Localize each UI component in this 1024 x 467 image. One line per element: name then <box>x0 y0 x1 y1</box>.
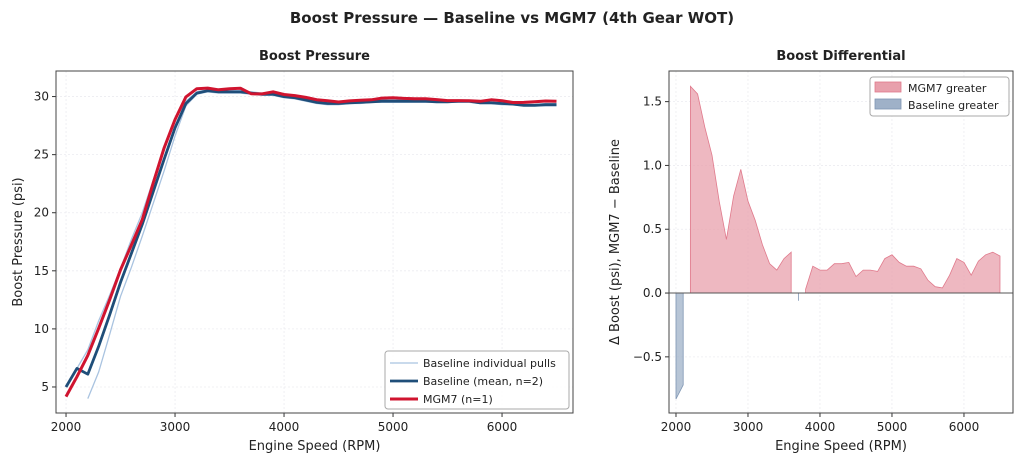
y-tick-label: 30 <box>34 90 49 104</box>
mgm7-greater-area <box>805 251 1001 294</box>
x-tick-label: 3000 <box>160 420 191 434</box>
plot-frame <box>55 70 574 414</box>
legend-box <box>869 76 1010 117</box>
y-tick-label: 0.0 <box>643 286 662 300</box>
baseline-greater-area <box>675 292 684 400</box>
y-axis-label: Boost Pressure (psi) <box>11 177 26 306</box>
legend-box <box>384 350 570 410</box>
y-tick-label: 1.0 <box>643 158 662 172</box>
legend-swatch <box>874 98 902 110</box>
chart-title: Boost Differential <box>776 49 905 64</box>
x-tick-label: 3000 <box>733 420 764 434</box>
x-axis-label: Engine Speed (RPM) <box>249 439 381 454</box>
x-tick-label: 6000 <box>949 420 980 434</box>
legend: MGM7 greater Baseline greater <box>869 76 1010 117</box>
x-tick-label: 4000 <box>805 420 836 434</box>
baseline-pull-line <box>65 88 557 388</box>
x-tick-label: 5000 <box>877 420 908 434</box>
y-tick-label: 20 <box>34 206 49 220</box>
y-tick-label: 15 <box>34 264 49 278</box>
y-tick-label: 0.5 <box>643 222 662 236</box>
mgm7-line <box>64 86 557 398</box>
y-tick-label: 5 <box>41 380 49 394</box>
x-tick-label: 2000 <box>661 420 692 434</box>
y-axis-label: Δ Boost (psi), MGM7 − Baseline <box>608 139 623 345</box>
figure-title: Boost Pressure — Baseline vs MGM7 (4th G… <box>290 9 734 27</box>
boost-differential-chart: 2000 3000 4000 5000 6000 −0.5 0.0 0.5 1.0 1.5 Boos… <box>608 49 1014 454</box>
legend: Baseline individual pulls Baseline (mean,… <box>384 350 570 410</box>
x-axis-label: Engine Speed (RPM) <box>775 439 907 454</box>
x-tick-label: 2000 <box>51 420 82 434</box>
x-tick-label: 6000 <box>487 420 518 434</box>
y-tick-label: 25 <box>34 148 49 162</box>
legend-label: Baseline individual pulls <box>423 357 556 370</box>
x-tick-label: 5000 <box>378 420 409 434</box>
plot-frame <box>668 70 1014 414</box>
legend-label: MGM7 greater <box>908 82 987 95</box>
boost-pressure-chart: 2000 3000 4000 5000 6000 5 10 15 20 25 30 Boost Pre… <box>11 49 574 454</box>
baseline-mean-line <box>64 89 557 388</box>
legend-label: Baseline (mean, n=2) <box>423 375 543 388</box>
x-tick-label: 4000 <box>269 420 300 434</box>
mgm7-greater-area <box>689 85 792 294</box>
y-tick-label: −0.5 <box>633 350 662 364</box>
chart-title: Boost Pressure <box>259 49 370 64</box>
y-tick-label: 10 <box>34 322 49 336</box>
legend-label: MGM7 (n=1) <box>423 393 493 406</box>
y-tick-label: 1.5 <box>643 95 662 109</box>
legend-swatch <box>874 81 902 93</box>
legend-label: Baseline greater <box>908 99 999 112</box>
